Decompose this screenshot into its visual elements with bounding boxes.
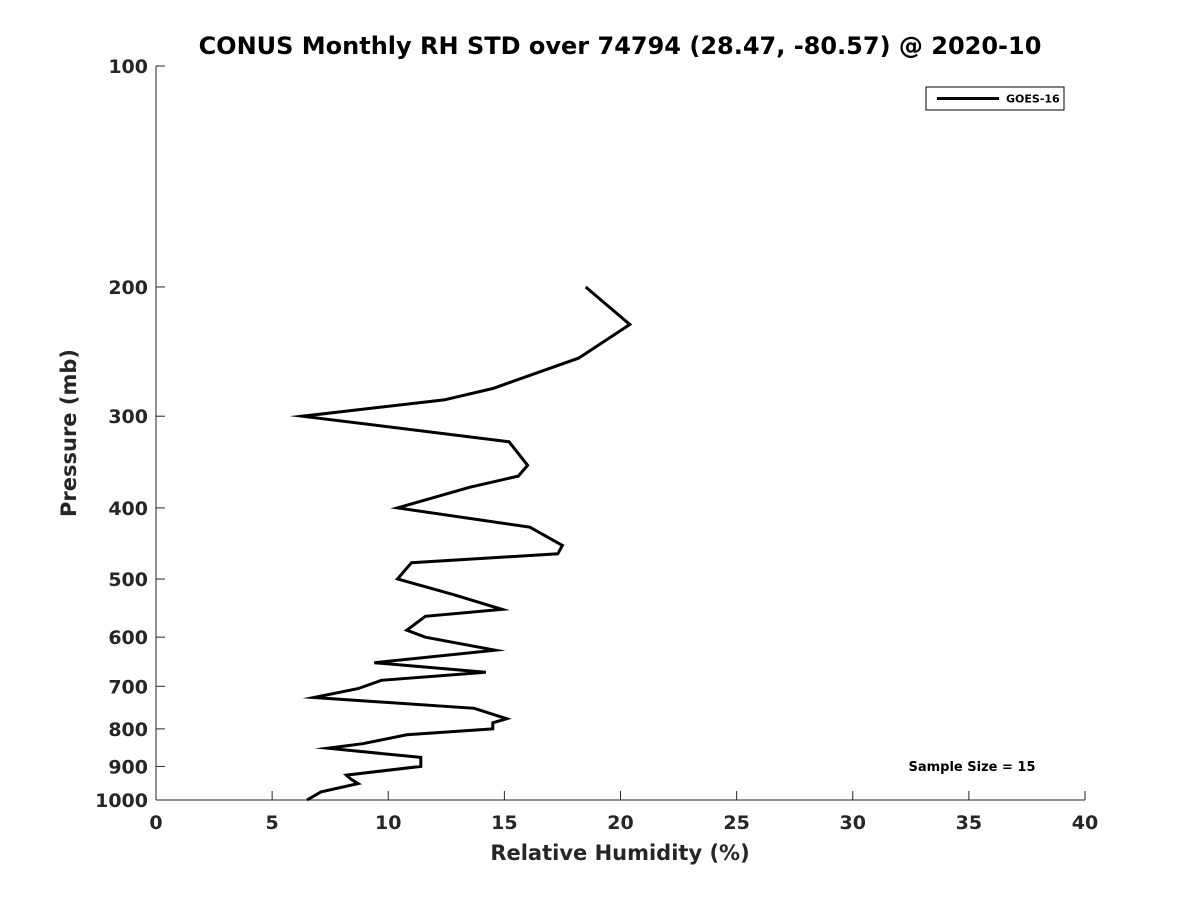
x-tick-label: 30 (840, 812, 866, 834)
x-tick-label: 40 (1072, 812, 1098, 834)
x-tick-label: 15 (491, 812, 517, 834)
y-tick-label: 400 (108, 498, 148, 520)
y-tick-label: 1000 (95, 790, 148, 812)
legend: GOES-16 (925, 86, 1065, 111)
y-tick-label: 700 (108, 676, 148, 698)
x-tick-label: 20 (607, 812, 633, 834)
x-tick-label: 0 (149, 812, 162, 834)
y-tick-label: 100 (108, 56, 148, 78)
x-tick-label: 10 (375, 812, 401, 834)
sample-size-note: Sample Size = 15 (908, 760, 1035, 775)
y-tick-label: 300 (108, 406, 148, 428)
y-tick-label: 900 (108, 756, 148, 778)
y-tick-label: 200 (108, 277, 148, 299)
y-tick-label: 600 (108, 627, 148, 649)
chart-title: CONUS Monthly RH STD over 74794 (28.47, … (199, 32, 1042, 60)
x-tick-label: 5 (266, 812, 279, 834)
y-axis-label: Pressure (mb) (57, 349, 81, 517)
x-tick-label: 35 (956, 812, 982, 834)
y-tick-label: 500 (108, 569, 148, 591)
series-line-goes-16 (289, 285, 633, 802)
plot-area: 0 5 10 15 20 25 30 35 40 100 200 300 400 500 600 700 800… (95, 56, 1098, 834)
x-tick-label: 25 (723, 812, 749, 834)
x-axis-label: Relative Humidity (%) (490, 841, 749, 865)
y-tick-label: 800 (108, 719, 148, 741)
legend-label-goes-16: GOES-16 (1006, 93, 1060, 106)
